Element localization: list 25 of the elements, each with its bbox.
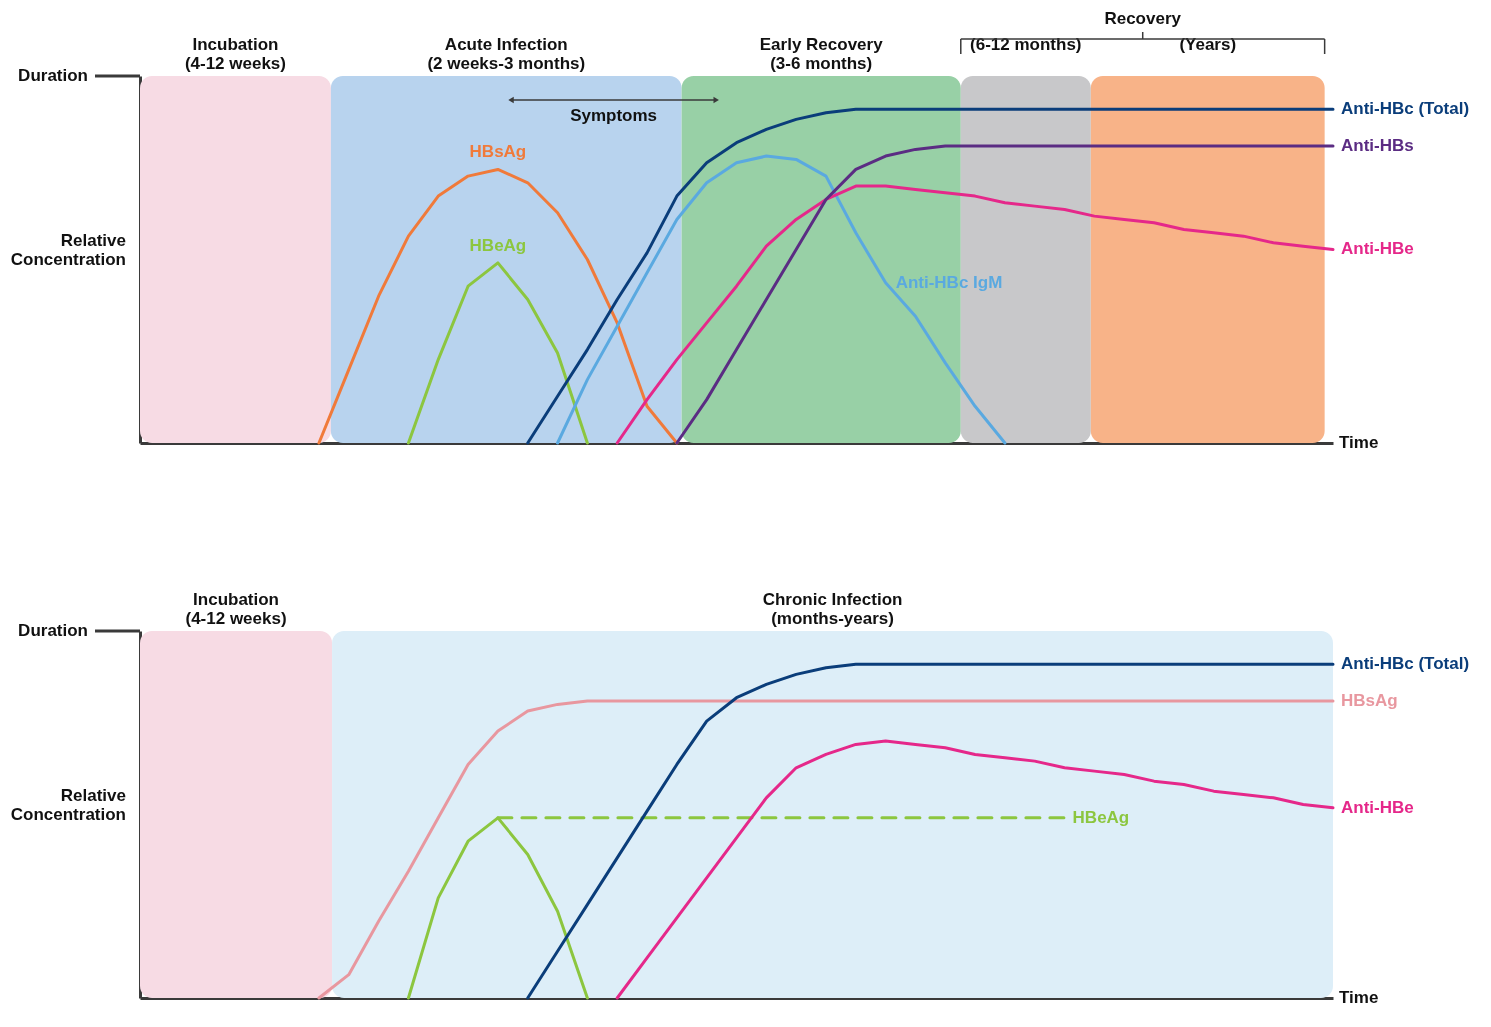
text: Acute Infection (2 weeks-3 months) [427, 35, 586, 73]
y-axis-title: Relative Concentration [10, 231, 126, 270]
text: (Years) [1179, 35, 1237, 54]
y-axis-title: Relative Concentration [10, 786, 126, 825]
series-label: Anti-HBc (Total) [1341, 654, 1470, 674]
text: Chronic Infection (months-years) [762, 590, 903, 628]
series-label: HBeAg [469, 235, 527, 255]
series-label: HBsAg [469, 142, 527, 162]
text: Recovery [1104, 9, 1182, 28]
annotation: Symptoms [570, 106, 658, 125]
text: Early Recovery (3-6 months) [759, 35, 884, 73]
series-label: Anti-HBc IgM [895, 272, 1003, 292]
x-axis-title: Time [1339, 988, 1379, 1007]
series-label: Anti-HBe [1341, 797, 1414, 817]
text: Duration [18, 621, 88, 640]
text: (6-12 months) [970, 35, 1082, 54]
series-label: Anti-HBc (Total) [1341, 99, 1470, 119]
x-axis-title: Time [1339, 433, 1379, 452]
series-label: Anti-HBe [1341, 239, 1414, 259]
text: Incubation (4-12 weeks) [185, 590, 287, 628]
series-label: HBsAg [1341, 691, 1398, 711]
series-label: HBeAg [1072, 807, 1130, 827]
series-label: Anti-HBs [1341, 136, 1414, 156]
text: Incubation (4-12 weeks) [184, 35, 286, 73]
text: Duration [18, 66, 88, 85]
